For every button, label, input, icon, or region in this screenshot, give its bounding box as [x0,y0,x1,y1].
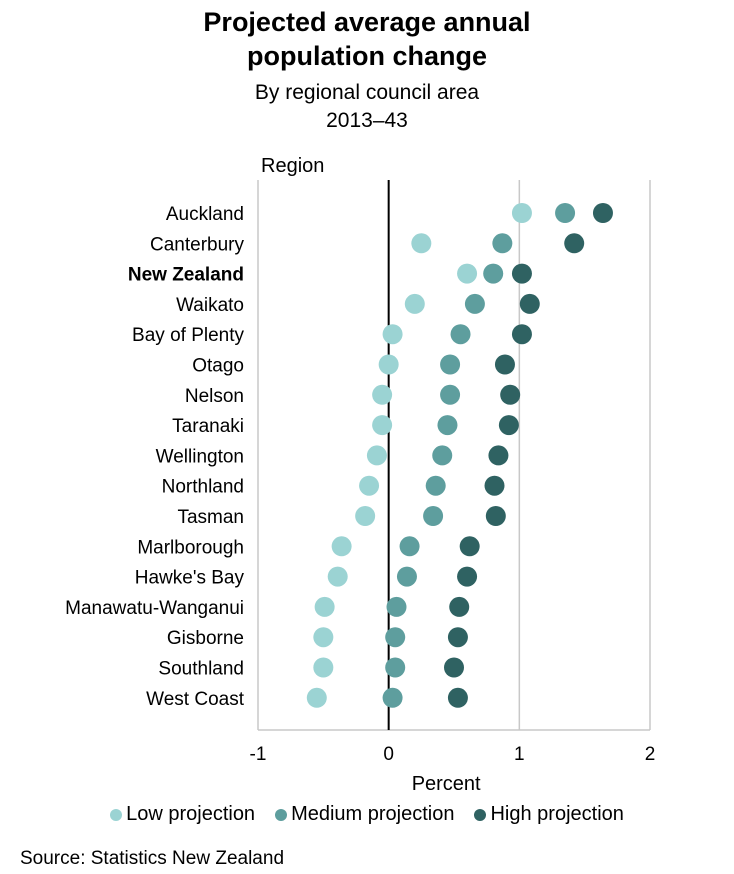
data-point-low [313,627,334,648]
data-point-high [447,627,468,648]
data-point-low [411,233,432,254]
y-axis-title: Region [261,155,324,177]
data-point-high [485,506,506,526]
category-label: Southland [158,659,244,680]
data-point-high [449,596,470,617]
legend-marker-high [474,808,487,821]
legend-label-medium: Medium projection [291,803,455,825]
category-label: Auckland [166,204,244,225]
data-point-low [359,475,380,496]
category-label: Taranaki [172,416,244,437]
data-point-low [457,263,478,284]
data-point-low [314,596,335,617]
data-point-low [372,384,393,405]
category-label: Nelson [185,386,244,407]
dot-plot-chart: -1 0 1 2 Percent Region Auckland Canterbury New … [65,155,656,795]
legend-item-low: Low projection [110,803,255,826]
data-point-high [494,354,515,375]
data-point-low [313,657,334,678]
data-point-low [366,445,387,466]
legend-item-medium: Medium projection [275,803,454,826]
data-point-low [372,415,393,436]
data-point-medium [555,203,576,223]
data-point-high [488,445,509,466]
category-label: Manawatu-Wanganui [65,598,244,619]
legend-label-low: Low projection [126,803,256,825]
data-point-low [355,506,376,526]
data-point-medium [382,687,403,708]
data-point-medium [425,475,446,496]
x-tick-label: 2 [645,744,656,765]
category-label: Bay of Plenty [132,325,244,346]
data-point-low [327,566,348,587]
chart-subtitle-line-2: 2013–43 [326,109,408,132]
data-point-low [511,203,532,223]
source-note: Source: Statistics New Zealand [20,848,285,869]
data-point-high [511,324,532,345]
data-point-high [457,566,478,587]
data-point-high [447,687,468,708]
data-point-medium [396,566,417,587]
category-label: West Coast [146,689,245,710]
data-point-medium [423,506,444,526]
data-point-medium [483,263,504,284]
data-point-high [511,263,532,284]
data-point-medium [440,384,461,405]
data-point-low [382,324,403,345]
category-label: Otago [192,356,244,377]
category-label: New Zealand [128,265,244,286]
chart-title-line-1: Projected average annual [203,7,531,37]
data-point-medium [385,627,406,648]
data-point-low [306,687,327,708]
data-point-high [484,475,505,496]
chart-subtitle-line-1: By regional council area [254,81,480,104]
chart-title-line-2: population change [247,41,487,71]
data-point-medium [450,324,471,345]
x-axis-title: Percent [412,773,481,795]
data-point-high [498,415,519,436]
data-point-medium [399,536,420,557]
data-point-medium [432,445,453,466]
data-point-high [519,293,540,314]
data-point-high [459,536,480,557]
category-label: Waikato [176,295,244,316]
data-point-medium [464,293,485,314]
category-label: Tasman [177,507,244,528]
data-point-low [378,354,399,375]
data-point-high [592,203,613,223]
legend-item-high: High projection [474,803,624,826]
x-tick-label: 0 [383,744,394,765]
legend-marker-low [110,808,123,821]
data-point-high [444,657,464,678]
chart-legend: Low projection Medium projection High pr… [0,803,734,826]
category-label: Hawke's Bay [135,568,245,589]
x-tick-label: 1 [514,744,525,765]
category-label: Wellington [156,446,244,467]
data-point-medium [492,233,513,254]
x-tick-label: -1 [250,744,267,765]
data-point-low [404,293,425,314]
data-point-medium [437,415,458,436]
legend-marker-medium [275,808,288,821]
data-point-medium [440,354,461,375]
data-point-high [500,384,521,405]
category-label: Northland [162,477,244,498]
category-label: Gisborne [167,628,244,649]
data-point-low [331,536,352,557]
category-label: Marlborough [137,537,244,558]
data-point-medium [386,596,407,617]
data-point-high [564,233,585,254]
data-point-medium [385,657,406,678]
category-label: Canterbury [150,234,244,255]
legend-label-high: High projection [490,803,624,825]
